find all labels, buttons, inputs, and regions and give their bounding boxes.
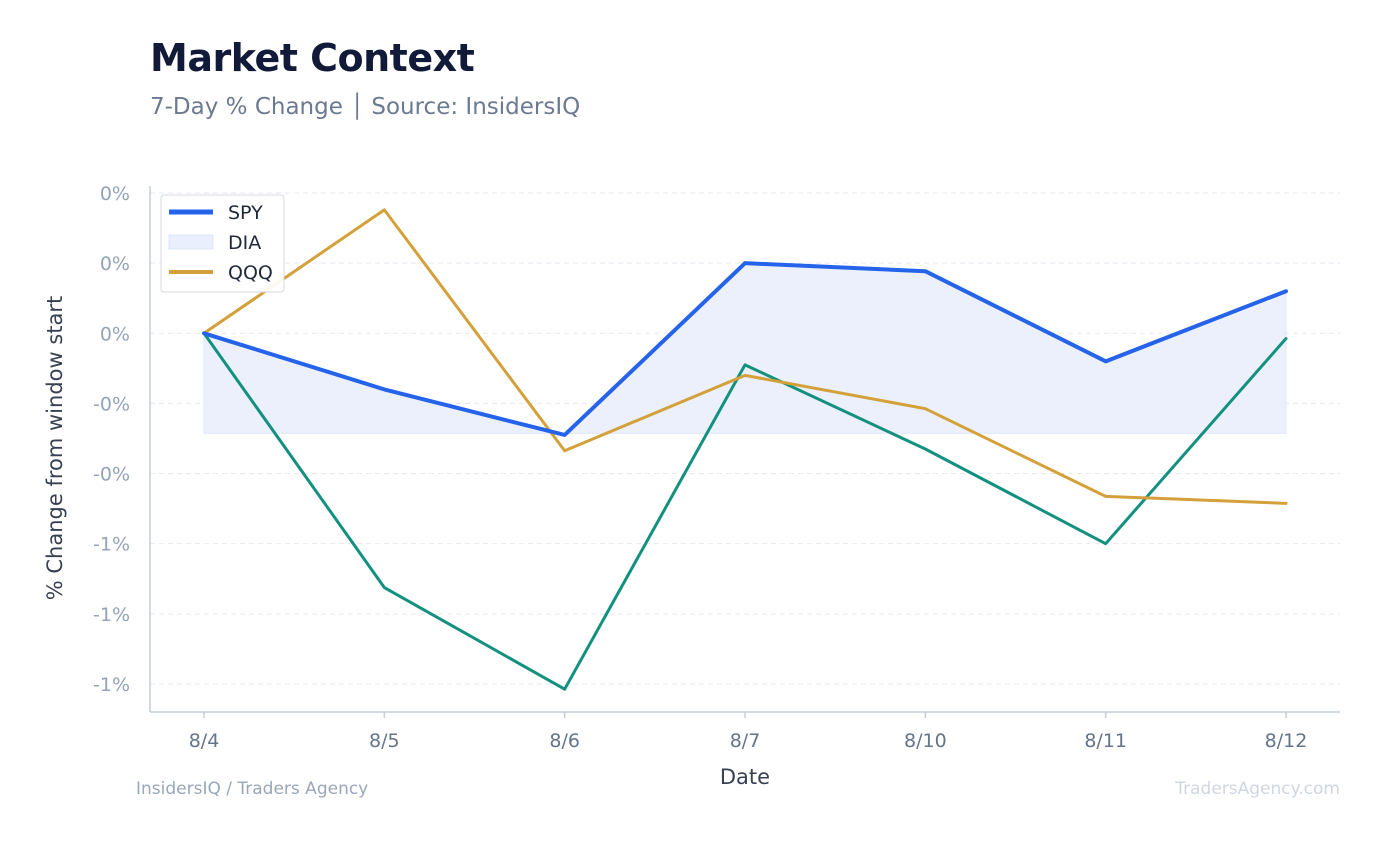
- y-tick-label: -1%: [93, 604, 130, 626]
- y-tick-label: 0%: [100, 323, 130, 345]
- axes: 0% 0% 0% -0% -0% -1% -1% -1% 8/4 8/5 8/6 8/7 8/10 8/1…: [93, 183, 1340, 752]
- y-tick-label: 0%: [100, 253, 130, 275]
- legend-label-spy: SPY: [228, 202, 263, 224]
- legend: SPY DIA QQQ: [160, 194, 285, 293]
- y-tick-label: -1%: [93, 534, 130, 556]
- y-tick-label: -0%: [93, 464, 130, 486]
- legend-label-dia: DIA: [228, 232, 261, 254]
- y-tick-label: 0%: [100, 183, 130, 205]
- x-axis-label: Date: [720, 765, 770, 789]
- series-line-dia: [202, 331, 1288, 691]
- x-tick-label: 8/4: [189, 730, 220, 752]
- y-tick-label: -0%: [93, 393, 130, 415]
- legend-box: [160, 194, 285, 293]
- footer-website: TradersAgency.com: [1175, 779, 1340, 799]
- shaded-area: [203, 262, 1287, 436]
- series-lines: [202, 208, 1288, 691]
- footer-credit: InsidersIQ / Traders Agency: [136, 779, 369, 799]
- x-tick-label: 8/12: [1265, 730, 1308, 752]
- x-tick-label: 8/11: [1084, 730, 1127, 752]
- legend-swatch-dia: [168, 234, 214, 250]
- legend-label-qqq: QQQ: [228, 262, 273, 284]
- chart-subtitle: 7-Day % Change │ Source: InsidersIQ: [150, 94, 581, 120]
- y-axis-label: % Change from window start: [43, 296, 67, 601]
- x-tick-label: 8/6: [549, 730, 580, 752]
- x-tick-label: 8/5: [369, 730, 400, 752]
- y-tick-label: -1%: [93, 674, 130, 696]
- x-tick-label: 8/7: [730, 730, 761, 752]
- series-line-qqq: [202, 208, 1288, 505]
- shaded-band: [203, 262, 1287, 436]
- x-tick-label: 8/10: [904, 730, 947, 752]
- series-line-spy: [202, 261, 1288, 437]
- chart-title: Market Context: [150, 36, 475, 80]
